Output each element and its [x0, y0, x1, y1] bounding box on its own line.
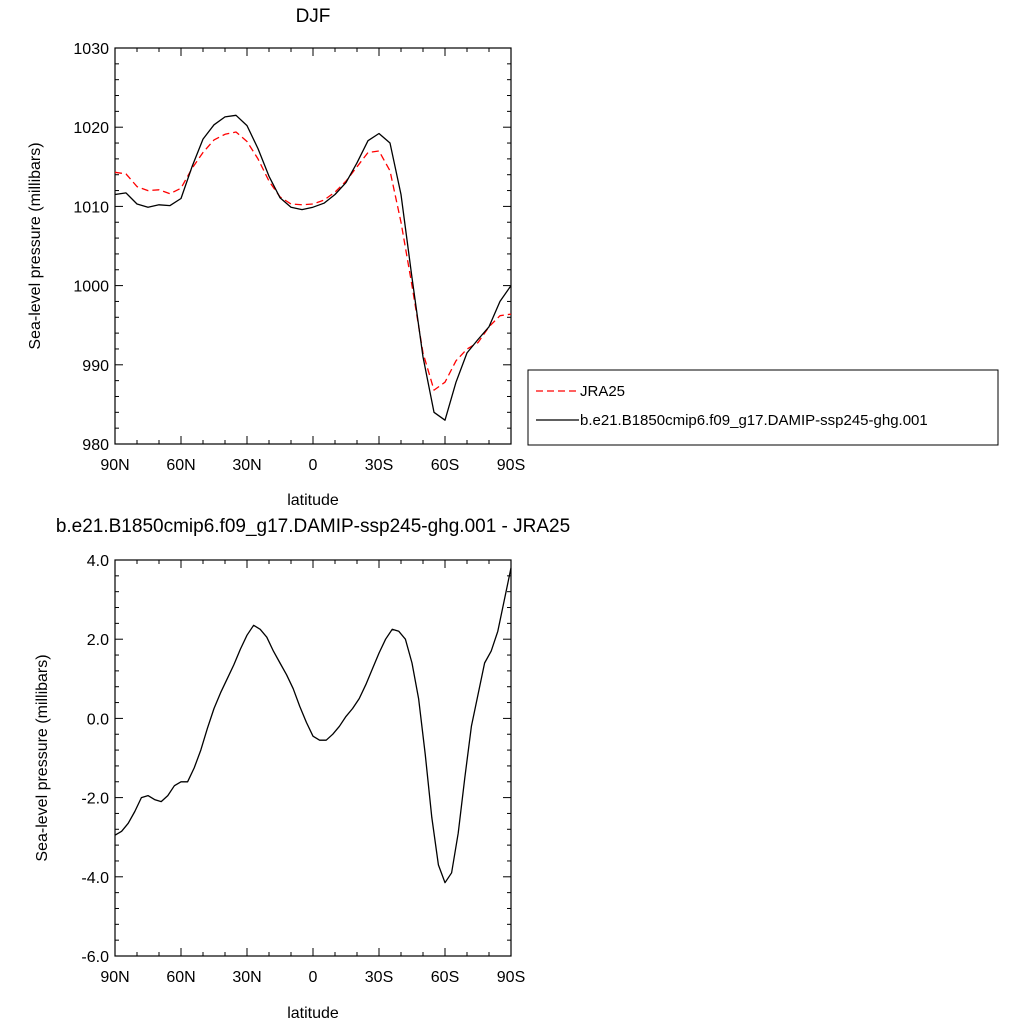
x-tick-label: 60N — [166, 969, 195, 986]
x-tick-label: 90N — [100, 457, 129, 474]
difference-panel: b.e21.B1850cmip6.f09_g17.DAMIP-ssp245-gh… — [34, 516, 570, 1022]
plot-frame — [114, 47, 512, 445]
x-axis: 90N 60N 30N 0 30S 60S 90S — [100, 48, 525, 474]
x-tick-label: 30N — [232, 969, 261, 986]
x-tick-label: 30S — [365, 457, 393, 474]
x-axis-title: latitude — [287, 1005, 339, 1022]
y-tick-label: -2.0 — [81, 791, 109, 808]
mean-slp-panel: DJF 980 990 1000 1010 1020 1030 90N 60N 30N 0 30S… — [27, 6, 525, 509]
x-tick-label: 90S — [497, 969, 525, 986]
x-tick-label: 90S — [497, 457, 525, 474]
y-tick-label: 4.0 — [87, 553, 109, 570]
chart-title: DJF — [296, 6, 331, 27]
legend-box — [527, 369, 999, 446]
y-axis-title: Sea-level pressure (millibars) — [34, 654, 51, 861]
y-tick-label: 1000 — [73, 279, 109, 296]
jra25-line — [114, 131, 512, 391]
y-tick-label: 1010 — [73, 199, 109, 216]
x-tick-label: 0 — [309, 969, 318, 986]
x-tick-label: 60S — [431, 969, 459, 986]
y-tick-label: 2.0 — [87, 632, 109, 649]
model-line — [114, 567, 512, 884]
x-tick-label: 30S — [365, 969, 393, 986]
x-tick-label: 60N — [166, 457, 195, 474]
y-tick-label: 990 — [82, 358, 109, 375]
y-tick-label: 1030 — [73, 41, 109, 58]
x-tick-label: 30N — [232, 457, 261, 474]
chart-title: b.e21.B1850cmip6.f09_g17.DAMIP-ssp245-gh… — [56, 516, 570, 537]
x-tick-label: 90N — [100, 969, 129, 986]
x-tick-label: 0 — [309, 457, 318, 474]
series-lines — [114, 114, 512, 421]
x-axis: 90N 60N 30N 0 30S 60S 90S — [100, 560, 525, 986]
y-axis-title: Sea-level pressure (millibars) — [27, 142, 44, 349]
y-axis: 980 990 1000 1010 1020 1030 — [73, 41, 511, 454]
x-tick-label: 60S — [431, 457, 459, 474]
model-line — [114, 114, 512, 421]
legend-label-jra25: JRA25 — [580, 383, 625, 400]
y-tick-label: -4.0 — [81, 870, 109, 887]
legend: JRA25 b.e21.B1850cmip6.f09_g17.DAMIP-ssp… — [527, 369, 999, 446]
y-axis: -6.0 -4.0 -2.0 0.0 2.0 4.0 — [81, 553, 511, 966]
y-tick-label: -6.0 — [81, 949, 109, 966]
y-tick-label: 1020 — [73, 120, 109, 137]
y-tick-label: 0.0 — [87, 711, 109, 728]
series-lines — [114, 567, 512, 884]
x-axis-title: latitude — [287, 492, 339, 509]
y-tick-label: 980 — [82, 437, 109, 454]
legend-label-model: b.e21.B1850cmip6.f09_g17.DAMIP-ssp245-gh… — [580, 412, 928, 429]
plot-frame — [114, 559, 512, 957]
